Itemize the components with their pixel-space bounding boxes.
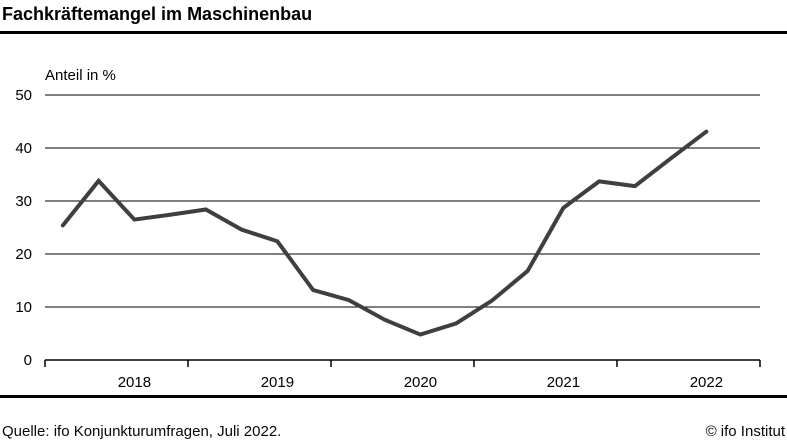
x-tick-label: 2020 bbox=[404, 374, 437, 391]
data-line bbox=[60, 129, 709, 337]
y-tick-label: 40 bbox=[15, 140, 32, 157]
page-title: Fachkräftemangel im Maschinenbau bbox=[2, 4, 313, 24]
x-tick-label: 2018 bbox=[118, 374, 151, 391]
y-tick-label: 50 bbox=[15, 87, 32, 104]
x-tick-label: 2022 bbox=[690, 374, 723, 391]
x-tick-label: 2021 bbox=[547, 374, 580, 391]
footer: Quelle: ifo Konjunkturumfragen, Juli 202… bbox=[2, 423, 785, 440]
y-axis-title: Anteil in % bbox=[45, 67, 116, 84]
y-tick-label: 20 bbox=[15, 246, 32, 263]
source-note: Quelle: ifo Konjunkturumfragen, Juli 202… bbox=[2, 423, 282, 440]
footer-rule bbox=[0, 395, 787, 398]
title-rule bbox=[0, 31, 787, 34]
y-tick-label: 0 bbox=[24, 352, 32, 369]
y-tick-label: 30 bbox=[15, 193, 32, 210]
x-tick-label: 2019 bbox=[261, 374, 294, 391]
y-tick-label: 10 bbox=[15, 299, 32, 316]
copyright-note: © ifo Institut bbox=[705, 423, 785, 440]
